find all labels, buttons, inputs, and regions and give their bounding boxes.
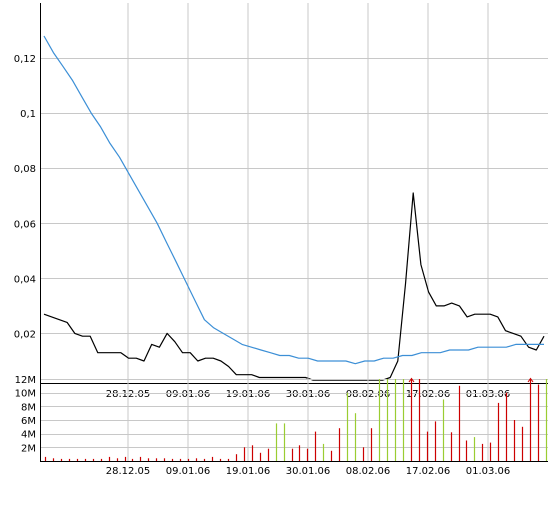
price-series-line [43,192,545,381]
price-grid [40,3,548,383]
volume-y-tick-labels: 2M 4M 6M 8M 10M 12M [15,375,36,454]
volume-x-tick-label: 01.03.06 [466,466,511,477]
volume-bars [44,377,548,461]
volume-y-tick-label: 12M [15,375,36,386]
price-lines [43,35,545,381]
volume-y-tick-label: 4M [21,430,36,441]
price-y-tick-label: 0,1 [20,109,36,120]
price-y-tick-label: 0,12 [14,54,36,65]
volume-x-tick-label: 09.01.06 [166,466,211,477]
volume-y-tick-label: 8M [21,402,36,413]
volume-x-tick-label: 17.02.06 [406,466,451,477]
volume-grid [40,378,548,461]
price-y-tick-label: 0,08 [14,164,36,175]
volume-y-tick-label: 6M [21,416,36,427]
volume-panel: 2M 4M 6M 8M 10M 12M 28.12.05 09.01.06 19.01.06 3… [15,375,548,477]
price-axes [40,3,548,384]
volume-overflow-arrow [527,377,534,383]
price-y-tick-label: 0,04 [14,274,36,285]
volume-axes [40,378,548,462]
volume-x-tick-label: 28.12.05 [106,466,151,477]
moving-average-line [43,35,544,365]
volume-x-tick-labels: 28.12.05 09.01.06 19.01.06 30.01.06 08.02.06… [106,466,511,477]
volume-y-tick-label: 10M [15,389,36,400]
price-y-tick-label: 0,02 [14,329,36,340]
volume-overflow-arrow [408,377,415,383]
volume-y-tick-label: 2M [21,443,36,454]
volume-x-tick-label: 19.01.06 [226,466,271,477]
volume-x-tick-label: 30.01.06 [286,466,331,477]
volume-x-tick-label: 08.02.06 [346,466,391,477]
price-y-tick-label: 0,06 [14,219,36,230]
